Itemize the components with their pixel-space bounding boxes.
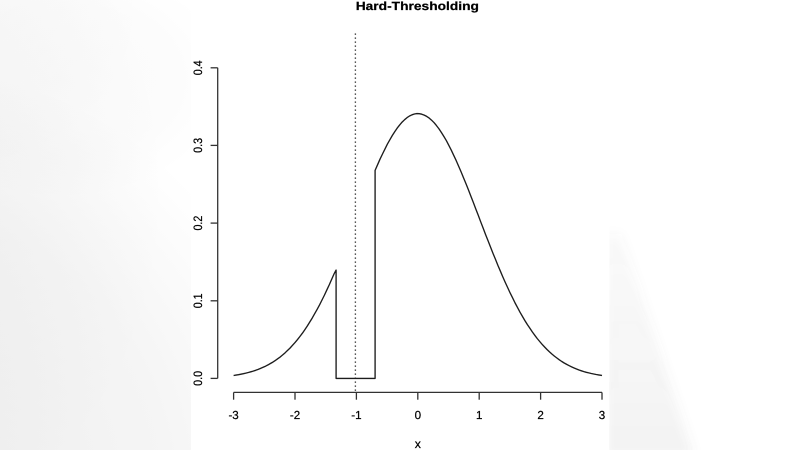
svg-text:-2: -2	[290, 409, 300, 422]
svg-text:-1: -1	[351, 409, 361, 422]
svg-text:x: x	[415, 437, 422, 450]
svg-text:0.4: 0.4	[192, 60, 206, 75]
svg-text:2: 2	[537, 409, 543, 422]
svg-text:3: 3	[599, 409, 605, 422]
svg-text:-3: -3	[228, 409, 238, 422]
svg-text:0.3: 0.3	[192, 138, 206, 153]
svg-text:Hard-Thresholding: Hard-Thresholding	[356, 0, 479, 13]
svg-text:0.2: 0.2	[192, 216, 206, 231]
svg-text:0.0: 0.0	[192, 371, 206, 386]
svg-text:0.1: 0.1	[192, 293, 206, 308]
svg-text:0: 0	[415, 409, 421, 422]
svg-text:1: 1	[476, 409, 482, 422]
